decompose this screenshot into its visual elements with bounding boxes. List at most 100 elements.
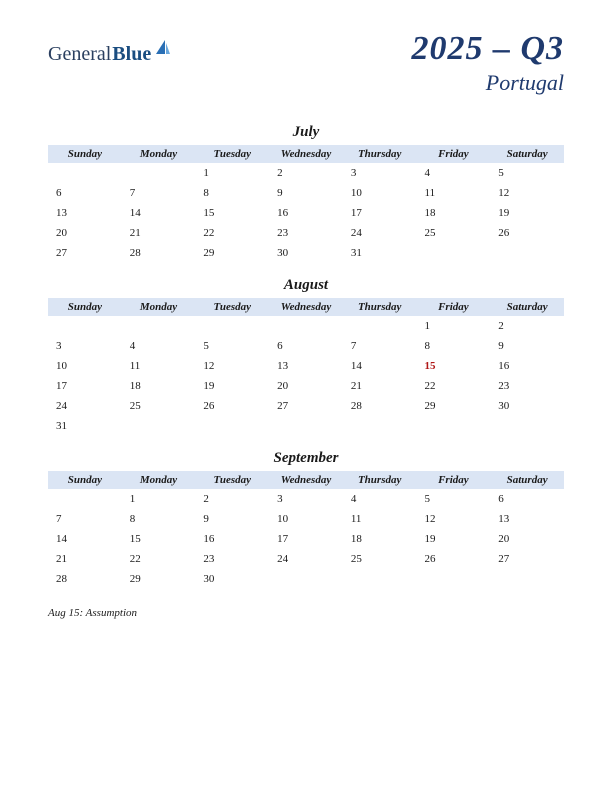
- day-cell: 16: [195, 529, 269, 549]
- day-header: Wednesday: [269, 145, 343, 163]
- day-cell: 19: [417, 529, 491, 549]
- table-row: 12345: [48, 163, 564, 183]
- day-cell: 19: [195, 376, 269, 396]
- table-row: 13141516171819: [48, 203, 564, 223]
- day-cell: [48, 316, 122, 336]
- title-block: 2025 – Q3 Portugal: [411, 30, 564, 96]
- day-cell: [269, 569, 343, 589]
- table-row: 14151617181920: [48, 529, 564, 549]
- table-row: 20212223242526: [48, 223, 564, 243]
- day-cell: 30: [490, 396, 564, 416]
- day-cell: 1: [122, 489, 196, 509]
- day-cell: 24: [269, 549, 343, 569]
- month-block: AugustSundayMondayTuesdayWednesdayThursd…: [48, 277, 564, 436]
- day-cell: [122, 316, 196, 336]
- page-title: 2025 – Q3: [411, 30, 564, 68]
- day-cell: [48, 163, 122, 183]
- day-cell: 2: [269, 163, 343, 183]
- day-cell: [343, 416, 417, 436]
- day-cell: [48, 489, 122, 509]
- table-row: 24252627282930: [48, 396, 564, 416]
- day-cell: [195, 416, 269, 436]
- calendars-container: JulySundayMondayTuesdayWednesdayThursday…: [48, 124, 564, 589]
- day-header: Sunday: [48, 471, 122, 489]
- day-cell: 11: [122, 356, 196, 376]
- day-cell: [490, 569, 564, 589]
- day-header: Thursday: [343, 298, 417, 316]
- day-cell: 14: [122, 203, 196, 223]
- day-cell: 23: [490, 376, 564, 396]
- day-header: Tuesday: [195, 145, 269, 163]
- day-cell: 2: [490, 316, 564, 336]
- day-cell: [417, 416, 491, 436]
- day-cell: 5: [195, 336, 269, 356]
- day-cell: 13: [269, 356, 343, 376]
- day-cell: 30: [195, 569, 269, 589]
- calendar-table: SundayMondayTuesdayWednesdayThursdayFrid…: [48, 145, 564, 263]
- day-header: Sunday: [48, 298, 122, 316]
- table-row: 78910111213: [48, 509, 564, 529]
- day-cell: 5: [490, 163, 564, 183]
- day-cell: 29: [195, 243, 269, 263]
- day-cell: [269, 316, 343, 336]
- day-cell: 21: [343, 376, 417, 396]
- day-cell: 12: [417, 509, 491, 529]
- day-cell: 28: [122, 243, 196, 263]
- sail-icon: [154, 38, 172, 62]
- table-row: 21222324252627: [48, 549, 564, 569]
- day-cell: 14: [48, 529, 122, 549]
- day-cell: 8: [122, 509, 196, 529]
- day-cell: [490, 416, 564, 436]
- day-cell: 29: [417, 396, 491, 416]
- day-cell: 10: [343, 183, 417, 203]
- day-cell: 31: [48, 416, 122, 436]
- day-cell: 6: [490, 489, 564, 509]
- day-cell: 20: [269, 376, 343, 396]
- day-cell: 17: [343, 203, 417, 223]
- day-cell: 3: [343, 163, 417, 183]
- day-cell: 17: [48, 376, 122, 396]
- day-cell: 25: [417, 223, 491, 243]
- day-header: Saturday: [490, 298, 564, 316]
- day-cell: 27: [269, 396, 343, 416]
- logo-text-general: General: [48, 43, 111, 66]
- day-cell: 27: [490, 549, 564, 569]
- day-cell: 3: [269, 489, 343, 509]
- day-cell: 21: [48, 549, 122, 569]
- day-cell: [195, 316, 269, 336]
- day-cell: 13: [48, 203, 122, 223]
- day-cell: 15: [122, 529, 196, 549]
- day-cell: 8: [417, 336, 491, 356]
- day-header: Monday: [122, 298, 196, 316]
- day-header: Thursday: [343, 145, 417, 163]
- day-header: Friday: [417, 298, 491, 316]
- day-cell: 20: [48, 223, 122, 243]
- day-cell: [490, 243, 564, 263]
- day-cell: [122, 163, 196, 183]
- day-cell: 30: [269, 243, 343, 263]
- day-cell: 20: [490, 529, 564, 549]
- day-cell: 11: [343, 509, 417, 529]
- month-block: JulySundayMondayTuesdayWednesdayThursday…: [48, 124, 564, 263]
- day-cell: 22: [122, 549, 196, 569]
- day-cell: 6: [48, 183, 122, 203]
- day-cell: 24: [343, 223, 417, 243]
- page-subtitle: Portugal: [411, 70, 564, 96]
- day-cell: 26: [195, 396, 269, 416]
- day-header: Monday: [122, 471, 196, 489]
- day-cell: 12: [490, 183, 564, 203]
- table-row: 10111213141516: [48, 356, 564, 376]
- day-cell: 7: [343, 336, 417, 356]
- table-row: 12: [48, 316, 564, 336]
- day-cell: 15: [417, 356, 491, 376]
- day-cell: 19: [490, 203, 564, 223]
- day-cell: 22: [417, 376, 491, 396]
- day-header: Wednesday: [269, 471, 343, 489]
- day-cell: 28: [48, 569, 122, 589]
- day-cell: 11: [417, 183, 491, 203]
- day-cell: 12: [195, 356, 269, 376]
- day-cell: 29: [122, 569, 196, 589]
- day-header: Saturday: [490, 471, 564, 489]
- day-header: Saturday: [490, 145, 564, 163]
- day-header: Friday: [417, 145, 491, 163]
